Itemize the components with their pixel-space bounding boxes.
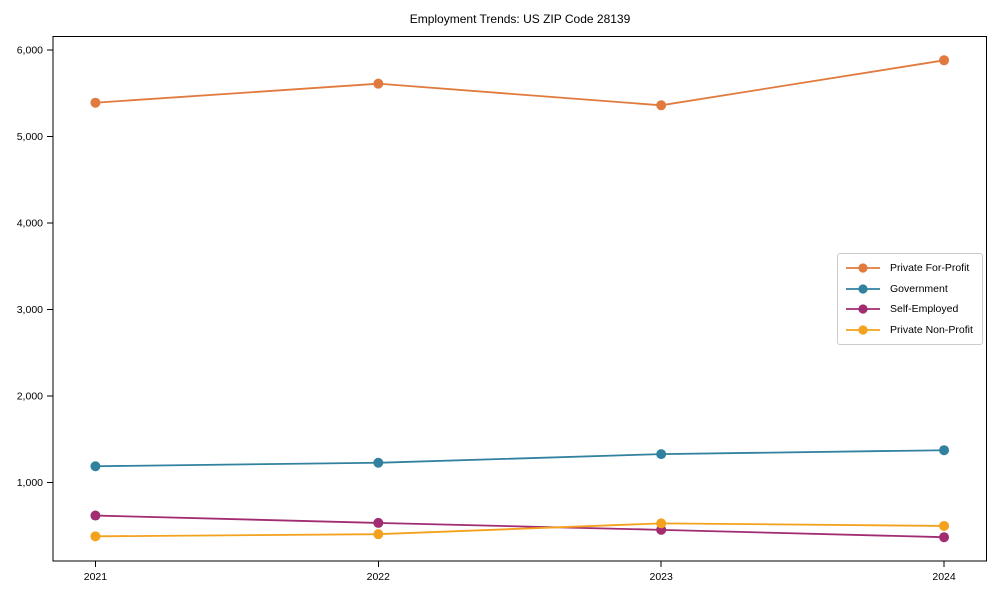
legend-label: Private For-Profit [890,262,970,275]
legend-item-private-non-profit: Private Non-Profit [844,320,976,340]
data-point-self-employed-2021 [90,510,101,521]
y-tick-label: 5,000 [17,131,43,143]
x-tick-label: 2022 [367,571,391,583]
data-point-self-employed-2022 [373,517,384,528]
y-tick-label: 6,000 [17,44,43,56]
y-tick-label: 1,000 [17,477,43,489]
series-self-employed [90,510,950,543]
data-point-government-2022 [373,457,384,468]
x-tick-label: 2023 [650,571,674,583]
data-point-government-2024 [939,445,950,456]
data-point-private-non-profit-2024 [939,520,950,531]
y-tick-label: 4,000 [17,218,43,230]
x-tick-label: 2024 [932,571,956,583]
series-line-private-non-profit [95,522,945,538]
legend-marker-private-for-profit [846,263,880,273]
y-tick-label: 3,000 [17,304,43,316]
legend-label: Private Non-Profit [890,323,973,336]
data-point-private-for-profit-2022 [373,78,384,89]
chart-title: Employment Trends: US ZIP Code 28139 [409,12,631,26]
legend-marker-private-non-profit [846,325,880,335]
legend-dot [858,304,868,314]
legend-item-government: Government [844,279,976,299]
data-point-government-2021 [90,461,101,472]
legend-item-self-employed: Self-Employed [844,299,976,319]
data-point-private-non-profit-2022 [373,529,384,540]
legend-dot [858,325,868,335]
chart-legend: Private For-Profit Government Self-Employe… [837,253,983,345]
data-point-private-for-profit-2023 [656,100,667,111]
data-point-self-employed-2024 [939,532,950,543]
data-point-private-non-profit-2023 [656,518,667,529]
legend-label: Government [890,282,948,295]
series-line-government [95,449,945,468]
legend-marker-self-employed [846,304,880,314]
data-point-private-for-profit-2021 [90,97,101,108]
series-private-non-profit [90,518,950,542]
series-government [90,445,950,472]
legend-item-private-for-profit: Private For-Profit [844,258,976,278]
legend-label: Self-Employed [890,303,959,316]
series-private-for-profit [90,55,950,111]
plot-frame [52,36,987,562]
y-tick-label: 2,000 [17,391,43,403]
series-line-self-employed [95,514,945,539]
series-line-private-for-profit [95,59,945,107]
x-tick-label: 2021 [84,571,108,583]
data-point-private-for-profit-2024 [939,55,950,66]
data-point-government-2023 [656,449,667,460]
legend-marker-government [846,284,880,294]
legend-dot [858,263,868,273]
legend-dot [858,284,868,294]
data-point-private-non-profit-2021 [90,531,101,542]
